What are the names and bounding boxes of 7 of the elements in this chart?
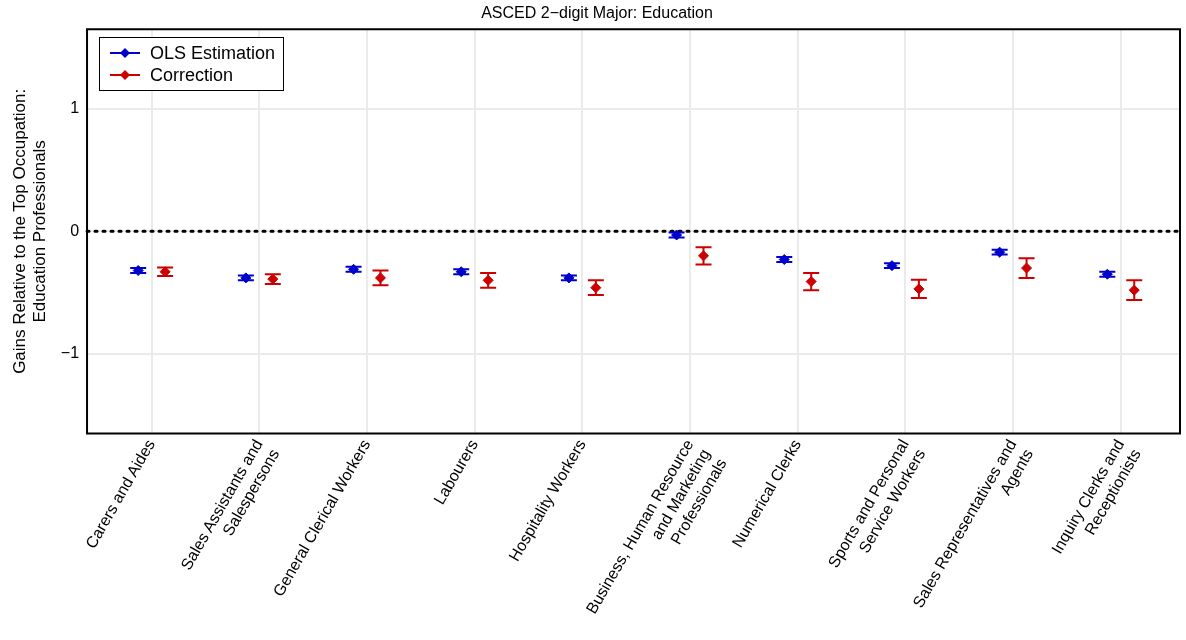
legend-label: OLS Estimation <box>150 42 276 65</box>
y-tick-label: −1 <box>60 344 80 362</box>
y-tick-label: 0 <box>70 221 80 239</box>
chart-title: ASCED 2−digit Major: Education <box>481 4 713 22</box>
legend-label: Correction <box>150 64 234 87</box>
y-tick-label: 1 <box>70 99 80 117</box>
y-axis-title: Gains Relative to the Top Occupation: Education Professionals <box>9 88 50 374</box>
